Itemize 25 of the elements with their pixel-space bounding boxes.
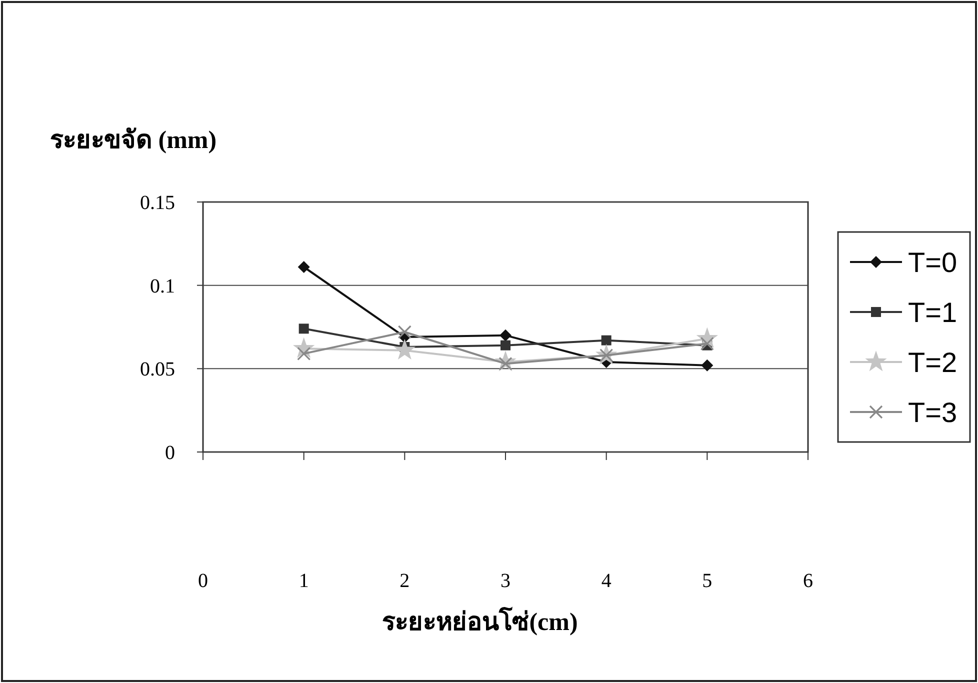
y-tick-label: 0.15 <box>140 192 175 214</box>
x-tick-label: 5 <box>702 570 712 592</box>
x-tick-label: 2 <box>400 570 410 592</box>
point <box>298 324 309 334</box>
y-tick-label: 0 <box>165 442 175 464</box>
point <box>398 325 412 339</box>
point <box>601 335 612 346</box>
point <box>500 329 512 342</box>
x-tick-label: 6 <box>803 570 813 592</box>
x-tick-label: 1 <box>298 570 309 592</box>
legend-label: T=2 <box>908 347 958 378</box>
y-tick-label: 0.1 <box>150 275 175 298</box>
x-tick-label: 0 <box>198 570 208 592</box>
x-tick-label: 3 <box>500 570 510 592</box>
point <box>701 359 714 372</box>
x-tick-label: 4 <box>601 570 612 592</box>
y-axis-title: ระยะขจัด (mm) <box>50 127 217 154</box>
point <box>500 340 510 350</box>
legend-label: T=3 <box>908 397 958 428</box>
x-axis-title: ระยะหย่อนโซ่(cm) <box>382 606 578 636</box>
legend-label: T=0 <box>908 247 958 278</box>
point <box>298 261 310 273</box>
legend-label: T=1 <box>908 297 958 328</box>
point <box>394 338 416 360</box>
y-tick-label: 0.05 <box>140 358 175 381</box>
